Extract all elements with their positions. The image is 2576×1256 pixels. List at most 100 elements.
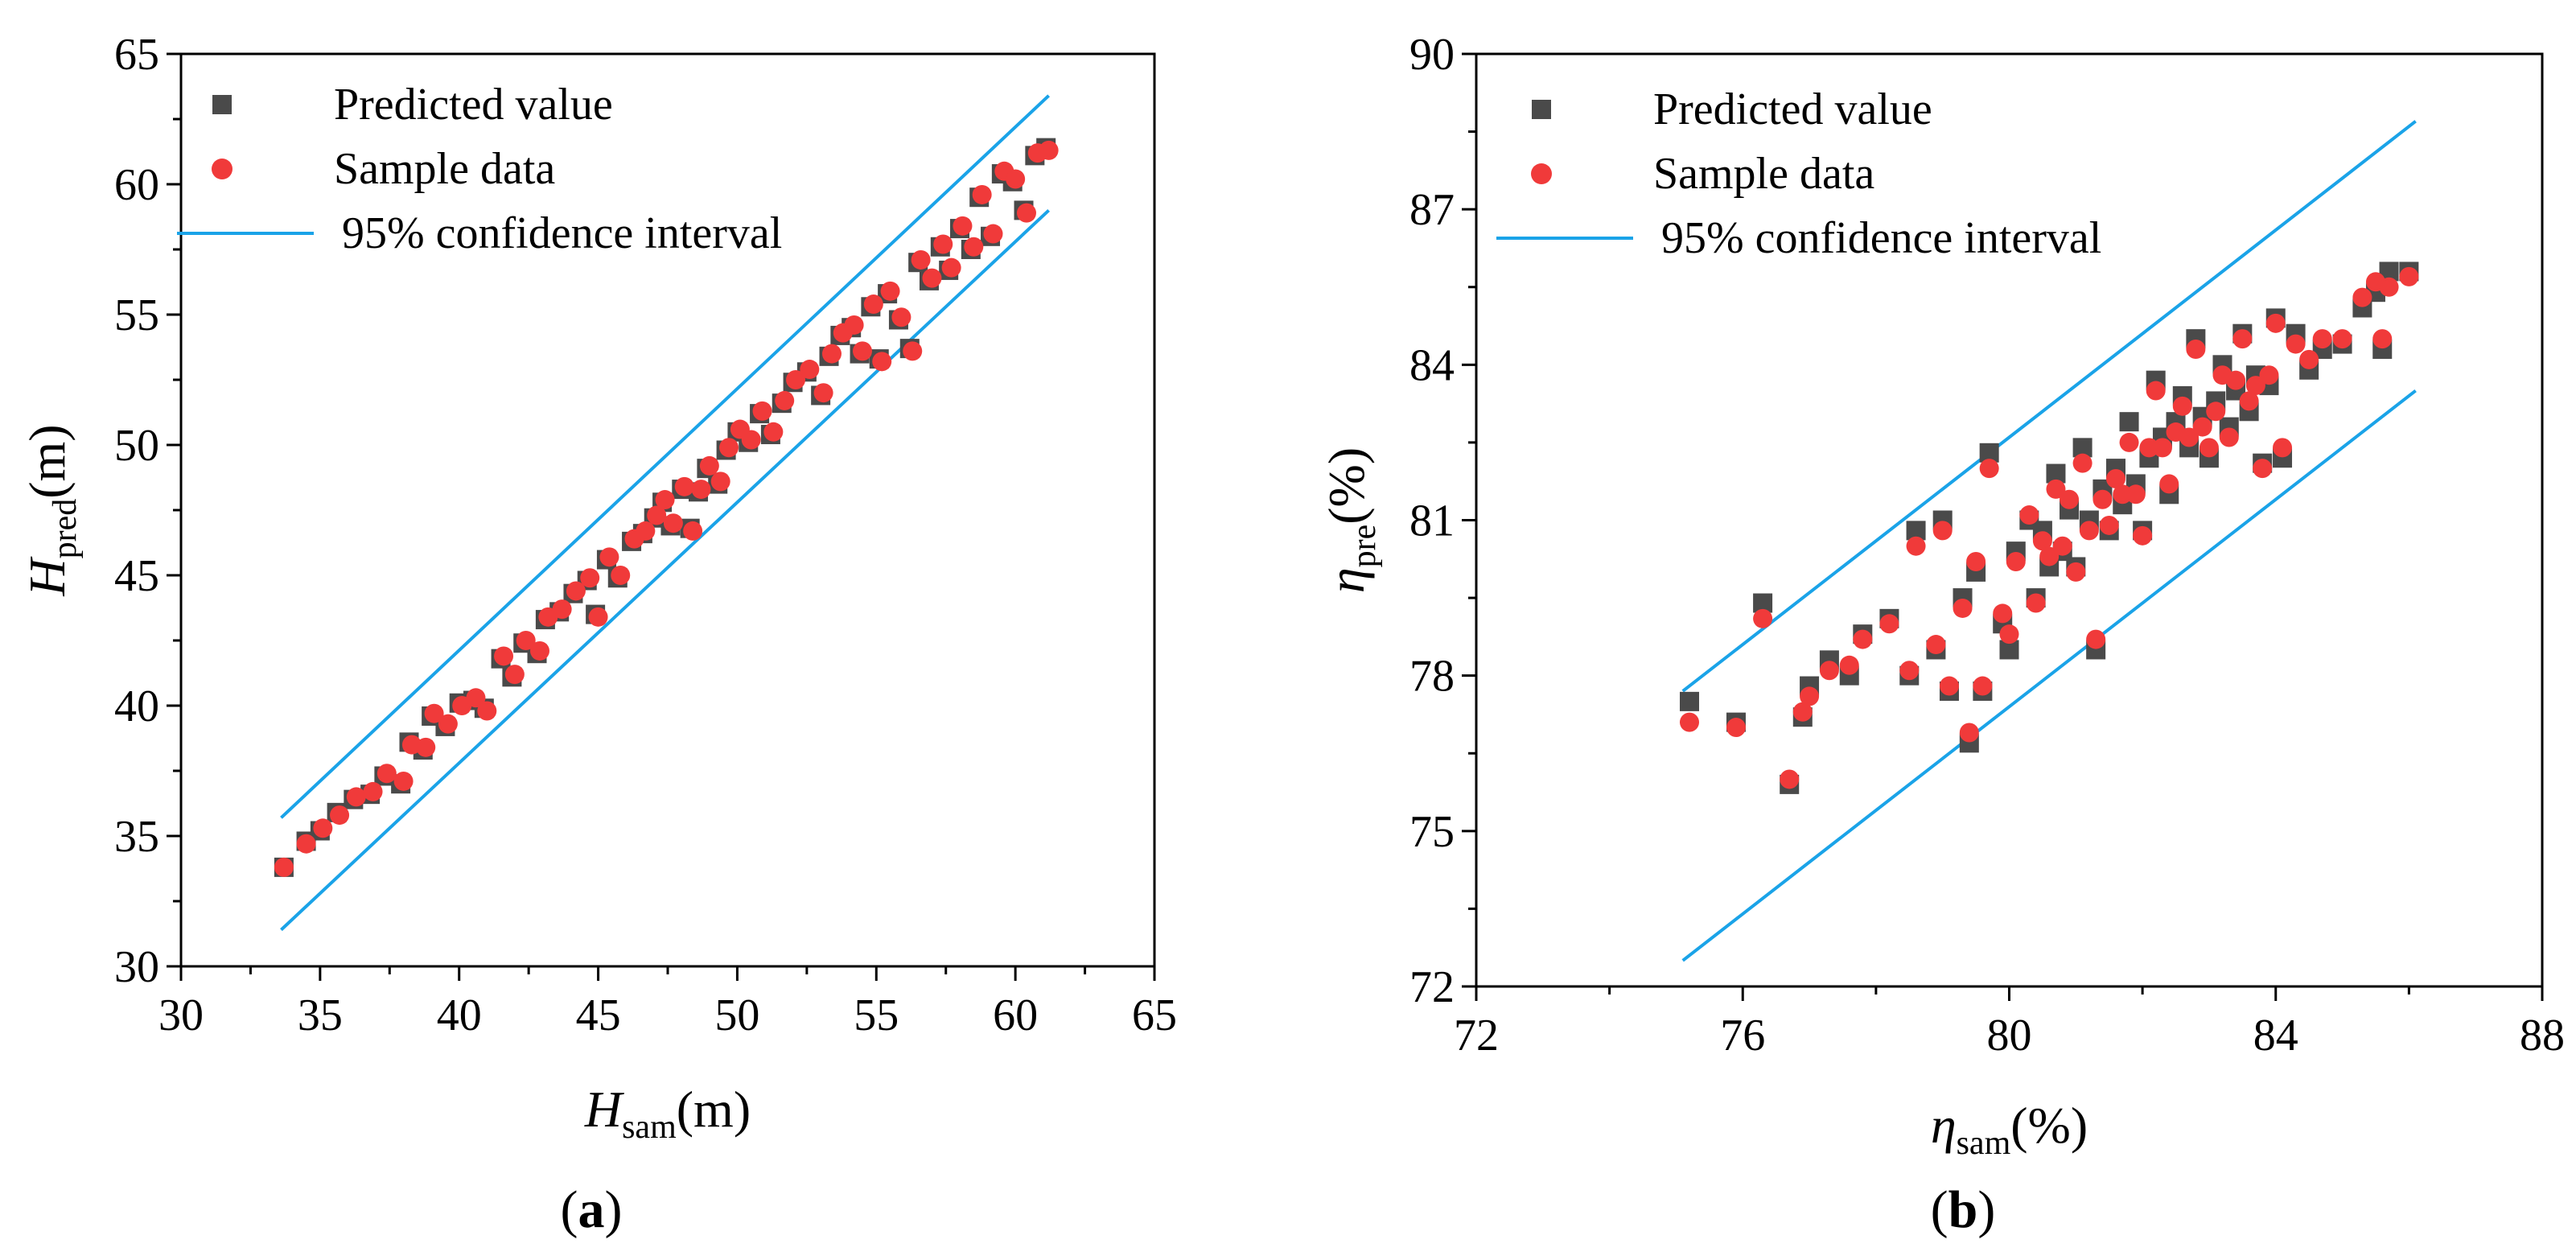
x-tick-label: 35 xyxy=(298,990,343,1040)
y-tick-label: 72 xyxy=(1409,962,1455,1012)
x-tick-label: 76 xyxy=(1720,1011,1765,1060)
y-tick-label: 55 xyxy=(114,290,159,340)
sample-point xyxy=(1899,661,1920,681)
sample-point xyxy=(683,521,703,541)
sample-point xyxy=(964,237,984,257)
sample-point xyxy=(1939,676,1959,696)
sample-point xyxy=(2286,334,2306,354)
legend-label-predicted: Predicted value xyxy=(1653,84,1932,134)
x-tick-label: 55 xyxy=(854,990,899,1040)
confidence-line-lower xyxy=(280,208,1050,932)
x-tick-label: 45 xyxy=(576,990,621,1040)
panel-label-open: ( xyxy=(1931,1180,1948,1239)
sample-point xyxy=(655,490,675,510)
sample-point xyxy=(2332,329,2352,349)
sample-point xyxy=(2052,536,2072,556)
legend-marker-sample xyxy=(1531,163,1552,184)
sample-point xyxy=(674,476,694,496)
x-axis-label-subscript: sam xyxy=(1957,1125,2011,1162)
sample-point xyxy=(2060,489,2080,509)
sample-point xyxy=(424,703,444,723)
sample-point xyxy=(346,787,366,807)
panel-label: (a) xyxy=(561,1180,623,1239)
sample-point xyxy=(2253,459,2273,479)
sample-point xyxy=(752,401,772,421)
sample-point xyxy=(2006,552,2026,572)
sample-point xyxy=(2046,479,2066,499)
sample-point xyxy=(477,701,497,721)
sample-point xyxy=(2352,287,2372,307)
sample-point xyxy=(2159,474,2179,494)
sample-point xyxy=(2399,266,2419,286)
predicted-point xyxy=(2119,412,2139,432)
x-tick-label: 80 xyxy=(1987,1011,2032,1060)
y-tick-label: 45 xyxy=(114,551,159,601)
sample-point xyxy=(763,422,784,442)
sample-point xyxy=(2259,365,2279,385)
sample-point xyxy=(2032,531,2052,551)
sample-point xyxy=(2312,329,2332,349)
sample-point xyxy=(2239,391,2259,411)
sample-point xyxy=(599,547,619,567)
sample-point xyxy=(1932,521,1953,541)
sample-point xyxy=(2186,340,2206,360)
sample-point xyxy=(1926,635,1946,655)
y-axis-label-unit: (m) xyxy=(19,424,76,498)
panel-label-close: ) xyxy=(1977,1180,1995,1239)
sample-point xyxy=(1879,614,1899,634)
x-tick-label: 84 xyxy=(2253,1011,2298,1060)
chart-panel-a: 30 35 40 45 50 55 60 653035404550556065Hsam(m)H… xyxy=(19,30,1177,1239)
sample-point xyxy=(588,607,608,627)
sample-point xyxy=(1819,661,1839,681)
legend-label-ci: 95% confidence interval xyxy=(342,208,782,258)
sample-point xyxy=(2119,432,2139,452)
sample-point xyxy=(2179,427,2199,447)
y-axis-label: ηpre(%) xyxy=(1318,447,1383,593)
sample-point xyxy=(580,568,600,588)
sample-point xyxy=(566,581,586,601)
y-tick-label: 65 xyxy=(114,30,159,80)
x-tick-label: 60 xyxy=(993,990,1038,1040)
sample-point xyxy=(2146,381,2166,401)
sample-point xyxy=(821,344,842,364)
sample-point xyxy=(636,521,656,541)
y-tick-label: 90 xyxy=(1409,30,1455,80)
x-tick-label: 88 xyxy=(2520,1011,2565,1060)
sample-point xyxy=(1753,608,1773,628)
sample-point xyxy=(2199,438,2219,458)
panel-label-close: ) xyxy=(605,1180,623,1239)
y-axis-label: Hpred(m) xyxy=(19,424,84,596)
x-tick-label: 72 xyxy=(1454,1011,1499,1060)
sample-point xyxy=(330,805,350,826)
y-tick-label: 40 xyxy=(114,682,159,731)
sample-point xyxy=(2226,370,2246,390)
sample-point xyxy=(393,771,414,791)
sample-point xyxy=(972,184,992,204)
sample-point xyxy=(611,566,631,585)
x-axis-label-unit: (m) xyxy=(677,1081,751,1138)
legend-label-sample: Sample data xyxy=(1653,149,1874,199)
sample-point xyxy=(800,360,820,380)
legend-marker-predicted xyxy=(1532,100,1551,119)
sample-point xyxy=(953,216,973,236)
panel-label-letter: b xyxy=(1948,1180,1978,1239)
sample-point xyxy=(313,818,333,838)
sample-point xyxy=(933,234,953,254)
sample-point xyxy=(274,857,294,877)
x-tick-label: 40 xyxy=(437,990,482,1040)
x-axis-label: ηsam(%) xyxy=(1931,1097,2088,1162)
legend-marker-predicted xyxy=(212,95,232,114)
sample-point xyxy=(2106,468,2125,488)
y-tick-label: 60 xyxy=(114,160,159,210)
x-axis-label: Hsam(m) xyxy=(584,1081,751,1146)
sample-point xyxy=(719,438,739,458)
sample-point xyxy=(863,294,883,315)
sample-point xyxy=(647,505,667,525)
sample-point xyxy=(2192,417,2212,437)
x-tick-label: 65 xyxy=(1132,990,1177,1040)
legend-label-sample: Sample data xyxy=(334,144,555,194)
sample-point xyxy=(2019,505,2039,525)
sample-point xyxy=(775,390,795,410)
sample-point xyxy=(2152,438,2172,458)
sample-point xyxy=(1839,655,1859,675)
